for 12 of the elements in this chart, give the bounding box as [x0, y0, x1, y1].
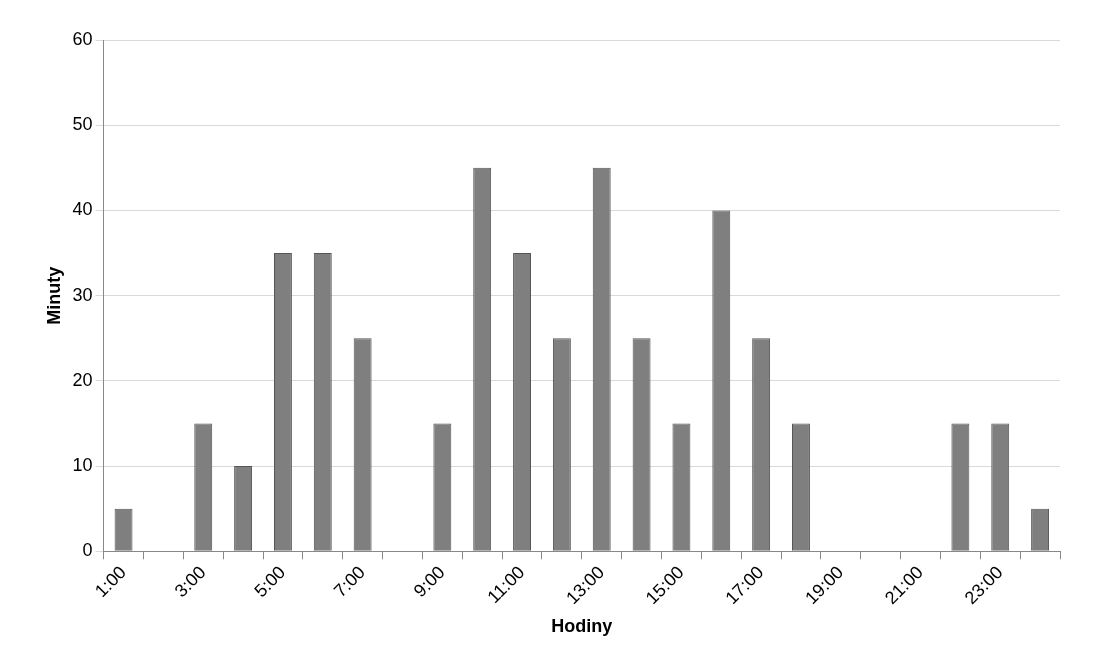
y-tick-label: 10 — [72, 455, 93, 476]
x-tick-label: 3:00 — [170, 562, 210, 602]
x-axis-title: Hodiny — [551, 616, 613, 637]
y-tick-label: 40 — [72, 199, 93, 220]
y-tick-label: 60 — [72, 28, 93, 49]
y-tick-label: 30 — [72, 284, 93, 305]
x-tick-label: 9:00 — [409, 562, 449, 602]
x-tick-label: 7:00 — [330, 562, 369, 602]
y-tick-label: 50 — [72, 114, 93, 135]
y-tick-label: 0 — [82, 540, 93, 561]
y-axis-title: Minuty — [43, 266, 64, 325]
y-tick-label: 20 — [72, 369, 93, 390]
